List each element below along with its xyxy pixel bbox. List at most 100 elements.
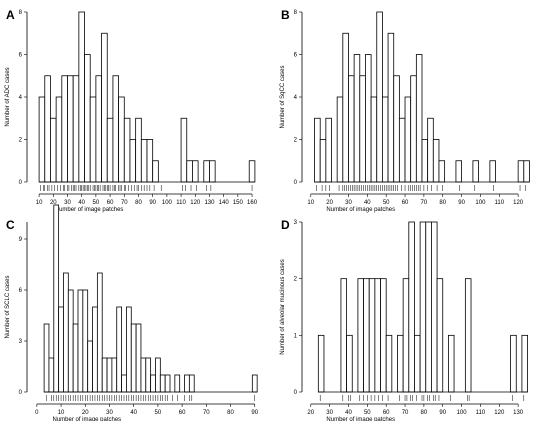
- histogram-bar: [101, 357, 108, 393]
- x-axis-label: Number of image patches: [52, 417, 121, 421]
- histogram-bar: [58, 306, 64, 393]
- x-tick-label: 60: [383, 410, 390, 416]
- histogram-bar: [150, 374, 156, 393]
- y-tick-label: 8: [19, 10, 23, 16]
- x-tick-label: 100: [475, 200, 486, 206]
- histogram-bar: [106, 357, 113, 393]
- x-tick-label: 100: [457, 410, 468, 416]
- histogram-bar: [126, 306, 132, 393]
- x-tick-label: 40: [130, 410, 137, 416]
- histogram-bar: [121, 374, 127, 393]
- histogram-bar: [387, 32, 395, 183]
- y-tick-label: 2: [294, 138, 298, 144]
- histogram-d: 0 1 2 3 20 30 40 50 60 70 80 90 100 110 120 130 Number o…: [280, 220, 528, 421]
- histogram-bar: [140, 139, 148, 183]
- y-tick-label: 6: [19, 288, 23, 294]
- y-tick-label: 4: [294, 95, 298, 101]
- histogram-bar: [357, 278, 364, 393]
- histogram-bar: [342, 32, 349, 183]
- x-tick-label: 120: [190, 200, 201, 206]
- x-tick-label: 10: [58, 410, 65, 416]
- histogram-bar: [130, 323, 137, 393]
- histogram-bar: [425, 221, 432, 393]
- x-tick-label: 20: [326, 200, 333, 206]
- histogram-bar: [152, 160, 159, 183]
- y-axis-label: Number of ADC cases: [5, 67, 11, 126]
- x-tick-label: 10: [307, 200, 314, 206]
- y-tick-label: 6: [294, 53, 298, 59]
- histogram-bar: [368, 278, 376, 393]
- histogram-bar: [447, 334, 455, 393]
- x-axis-label: Number of image patches: [55, 207, 124, 213]
- histogram-bar: [348, 75, 355, 183]
- x-tick-label: 80: [421, 410, 428, 416]
- x-tick-label: 50: [155, 410, 162, 416]
- histogram-bar: [111, 357, 118, 393]
- histogram-bar: [438, 160, 446, 183]
- histogram-bar: [112, 75, 120, 183]
- bars: [317, 221, 528, 393]
- x-tick-label: 110: [495, 200, 505, 206]
- rug: [319, 395, 525, 401]
- x-tick-label: 60: [107, 200, 114, 206]
- x-tick-label: 70: [121, 200, 128, 206]
- histogram-bar: [382, 96, 389, 183]
- panel-letter: A: [6, 8, 15, 22]
- histogram-bar: [55, 96, 63, 183]
- x-tick-label: 70: [402, 410, 409, 416]
- y-tick-label: 2: [294, 277, 298, 283]
- x-tick-label: 20: [307, 410, 314, 416]
- x-tick-label: 80: [227, 410, 234, 416]
- histogram-bar: [135, 323, 142, 393]
- rug: [40, 185, 253, 191]
- bars: [38, 11, 256, 183]
- histogram-bar: [346, 334, 353, 393]
- x-tick-label: 90: [251, 410, 258, 416]
- histogram-bar: [455, 160, 462, 183]
- x-tick-label: 30: [106, 410, 113, 416]
- x-tick-label: 40: [364, 200, 371, 206]
- panel-d: 0 1 2 3 20 30 40 50 60 70 80 90 100 110 120 130 Number o…: [275, 210, 550, 421]
- histogram-bar: [87, 340, 93, 393]
- histogram-bar: [145, 357, 152, 393]
- histogram-bar: [82, 289, 89, 393]
- histogram-bar: [374, 278, 381, 393]
- bars: [43, 204, 258, 393]
- histogram-bar: [89, 96, 97, 183]
- histogram-bar: [106, 117, 114, 183]
- histogram-bar: [192, 160, 199, 183]
- panel-c: 0 3 6 9 0 10 20 30 40 50 60 70 80 90 Number of image p…: [0, 204, 275, 421]
- histogram-bar: [325, 117, 332, 183]
- x-tick-label: 80: [135, 200, 142, 206]
- x-tick-label: 120: [494, 410, 505, 416]
- histogram-bar: [118, 96, 125, 183]
- rug: [46, 395, 255, 401]
- histogram-bar: [72, 75, 80, 183]
- x-tick-label: 70: [421, 200, 428, 206]
- histogram-bar: [48, 357, 55, 393]
- histogram-bar: [421, 139, 429, 183]
- y-tick-label: 1: [294, 333, 298, 339]
- rug: [316, 185, 526, 191]
- histogram-bar: [431, 221, 438, 393]
- x-tick-label: 60: [179, 410, 186, 416]
- x-tick-label: 90: [439, 410, 446, 416]
- y-tick-label: 9: [19, 237, 23, 243]
- histogram-bar: [96, 272, 103, 393]
- histogram-bar: [402, 278, 410, 393]
- histogram-bar: [140, 357, 147, 393]
- y-axis-label: Number of alveolar mucinous cases: [280, 259, 286, 354]
- y-tick-label: 4: [19, 95, 23, 101]
- panel-letter: B: [281, 8, 290, 22]
- x-tick-label: 110: [176, 200, 186, 206]
- histogram-bar: [419, 221, 427, 393]
- histogram-bar: [248, 160, 256, 183]
- y-tick-label: 3: [294, 220, 298, 226]
- x-tick-label: 140: [219, 200, 230, 206]
- x-tick-label: 80: [439, 200, 446, 206]
- x-tick-label: 50: [364, 410, 371, 416]
- histogram-bar: [38, 96, 46, 183]
- histogram-bar: [251, 374, 258, 393]
- bars: [314, 11, 530, 183]
